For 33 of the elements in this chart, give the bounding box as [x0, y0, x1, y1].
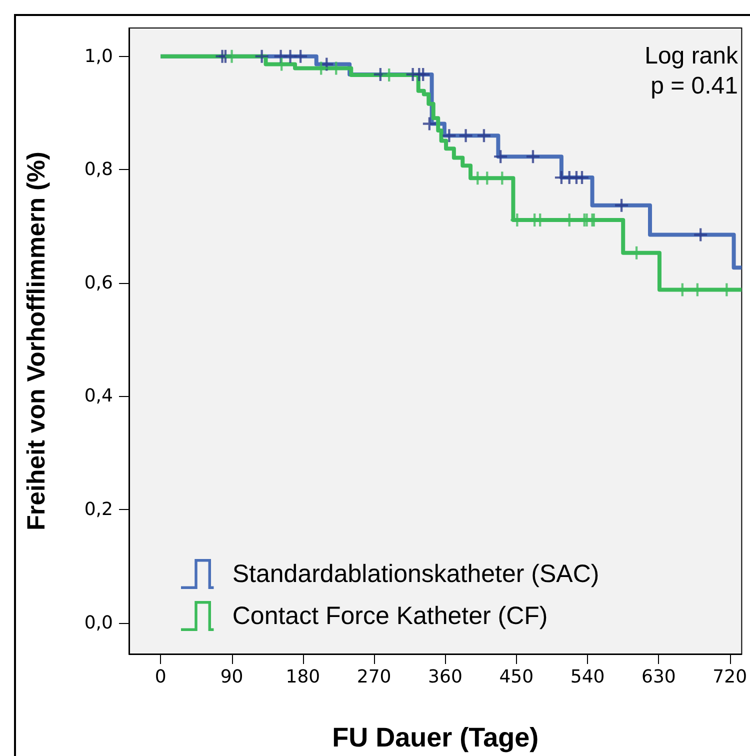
point [477, 129, 490, 142]
x-tick-label: 0 [154, 666, 166, 688]
point [442, 129, 456, 142]
y-tick-label: 0,8 [84, 159, 113, 180]
point [694, 228, 708, 242]
point [494, 150, 508, 164]
x-tick-label: 90 [220, 666, 244, 688]
point [615, 198, 628, 212]
x-tick-label: 270 [356, 666, 392, 688]
x-axis-title: FU Dauer (Tage) [332, 722, 539, 752]
x-tick-label: 360 [428, 666, 462, 688]
y-tick-label: 0,0 [84, 612, 113, 634]
point [294, 50, 308, 63]
y-tick-label: 1,0 [84, 46, 113, 67]
y-axis-title: Freiheit von Vorhofflimmern (%) [22, 152, 50, 530]
point [255, 50, 268, 63]
y-tick-label: 0,4 [84, 386, 113, 407]
x-tick-label: 450 [499, 666, 534, 688]
x-tick-label: 630 [642, 666, 676, 688]
point [526, 150, 540, 164]
annotation: p = 0.41 [650, 72, 738, 100]
x-tick-label: 720 [712, 666, 748, 688]
point [576, 171, 589, 184]
point [416, 68, 430, 81]
point [422, 117, 436, 130]
x-tick-label: 180 [286, 666, 320, 688]
y-tick-label: 0,2 [84, 499, 113, 520]
legend-label: Standardablationskatheter (SAC) [232, 560, 600, 588]
legend-label: Contact Force Katheter (CF) [232, 602, 548, 630]
x-tick-label: 540 [570, 666, 605, 688]
point [459, 129, 472, 142]
y-tick-label: 0,6 [84, 272, 113, 294]
annotation: Log rank [644, 42, 739, 70]
